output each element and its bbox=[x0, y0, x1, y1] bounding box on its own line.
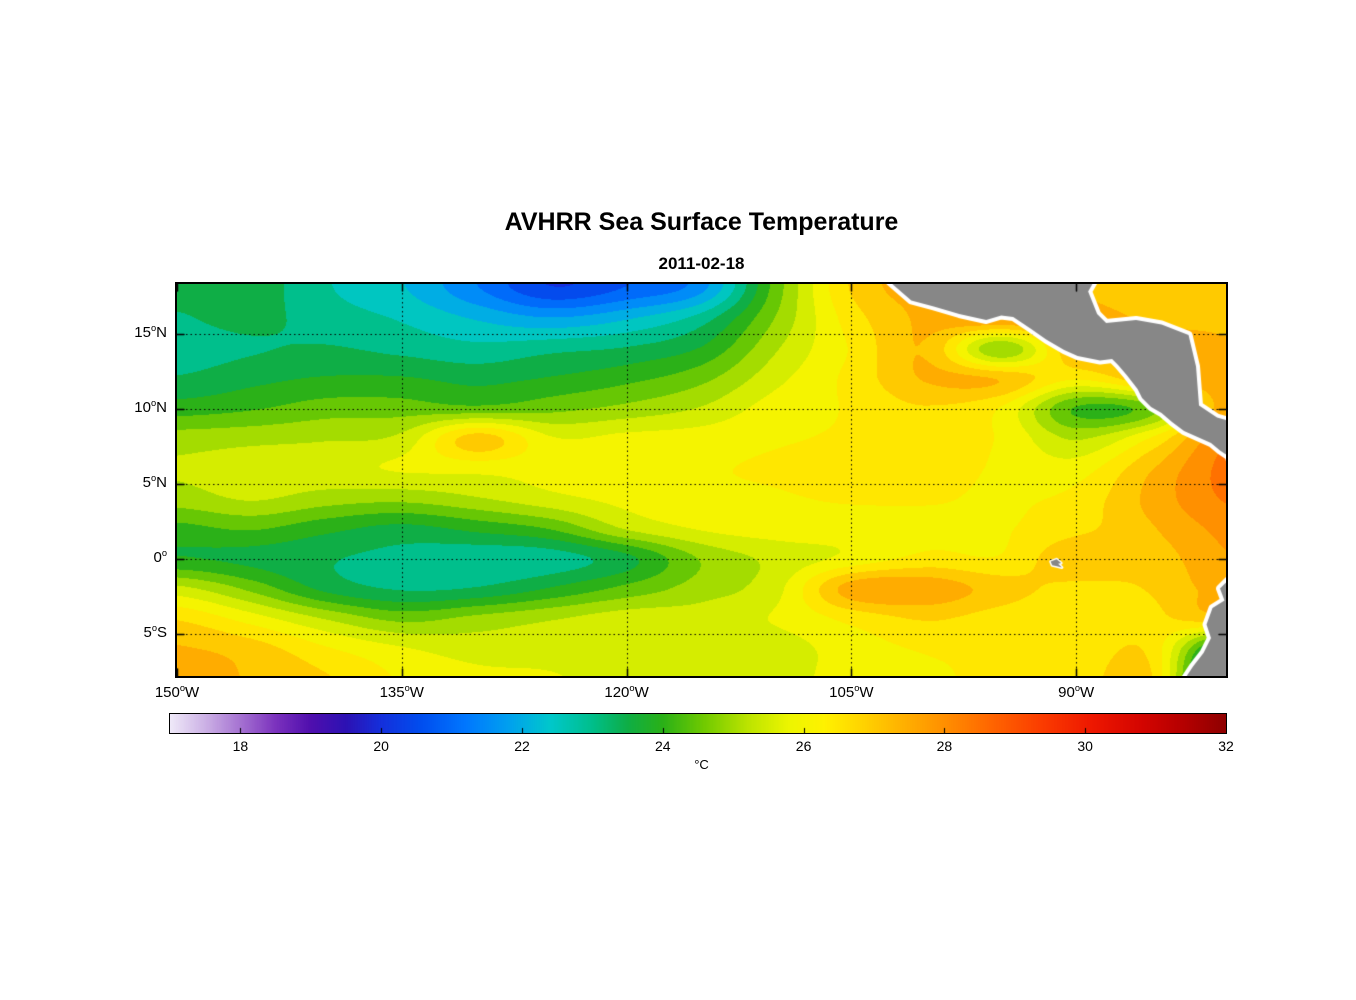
colorbar-tick-label: 28 bbox=[936, 738, 953, 754]
figure-date-subtitle: 2011-02-18 bbox=[658, 254, 745, 273]
lon-tick-label: 120oW bbox=[604, 683, 649, 701]
lat-tick-label: 5oS bbox=[143, 622, 167, 641]
lat-tick-label: 10oN bbox=[134, 397, 167, 416]
colorbar-gradient-canvas bbox=[170, 714, 1226, 733]
lon-tick-label: 135oW bbox=[379, 683, 424, 701]
figure-title: AVHRR Sea Surface Temperature bbox=[504, 208, 899, 236]
colorbar-tick-label: 24 bbox=[655, 738, 671, 754]
lon-tick-label: 90oW bbox=[1058, 683, 1095, 701]
colorbar-tick-label: 18 bbox=[232, 738, 249, 754]
colorbar-units-label: °C bbox=[694, 757, 709, 772]
colorbar-tick-label: 22 bbox=[514, 738, 530, 754]
colorbar-tick-label: 26 bbox=[795, 738, 812, 754]
sst-heatmap-canvas bbox=[177, 284, 1226, 676]
lat-tick-label: 0o bbox=[153, 547, 167, 566]
colorbar-tick-label: 32 bbox=[1218, 738, 1234, 754]
map-plot-area bbox=[175, 282, 1228, 678]
lat-tick-label: 5oN bbox=[142, 472, 167, 491]
lon-tick-label: 105oW bbox=[829, 683, 874, 701]
colorbar bbox=[169, 713, 1227, 734]
colorbar-tick-label: 20 bbox=[373, 738, 389, 754]
lat-tick-label: 15oN bbox=[134, 322, 167, 341]
lon-tick-label: 150oW bbox=[154, 683, 200, 701]
colorbar-tick-label: 30 bbox=[1077, 738, 1093, 754]
